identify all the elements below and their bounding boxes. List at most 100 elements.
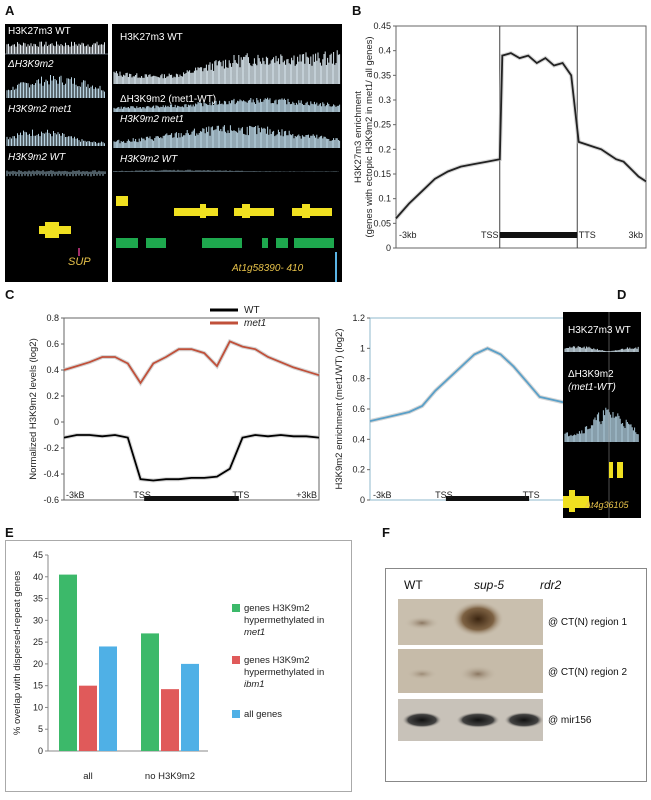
x-tick-label: TSS [133,490,151,500]
legend-swatch-2 [232,710,240,718]
gene-body-bar [499,232,578,238]
signal-delta [564,407,639,442]
panel-a-right-signal [113,50,341,282]
signal-delta [6,75,105,98]
y-tick-label: -0.2 [43,443,59,453]
track-label-delta-h3k9m2: ΔH3K9m2 [8,59,54,70]
gene-label-at1g58390: At1g58390- 410 [232,263,304,274]
bar-0-2 [99,646,117,751]
legend-line: met1 [244,627,265,638]
blot-bands [402,601,543,728]
y-tick-label: 10 [33,702,43,712]
track-label-d-delta: ΔH3K9m2 [568,369,614,380]
signal-h3k27m3 [113,50,341,84]
y-tick-label: 0 [360,495,365,505]
gene-green-1 [146,238,166,248]
gene-green-5 [294,238,334,248]
band-rdr2-mir [504,712,543,728]
y-tick-label: 0.4 [46,365,59,375]
legend-label-0: genes H3K9m2 hypermethylated in met1 [244,603,324,638]
panel-a-left-signal [5,41,108,256]
panel-a-left-browser: H3K27m3 WT ΔH3K9m2 H3K9m2 met1 H3K9m2 WT… [5,24,108,282]
gene-d-model-b [569,490,575,512]
y-tick-label: 0.2 [352,465,365,475]
bar-1-1 [161,689,179,751]
panel-e-chart: 0 5 10 15 20 25 30 35 40 45 % overlap with dispers… [12,550,324,782]
series-line-WT [63,434,320,482]
track-label-h3k9m2-met1: H3K9m2 met1 [8,104,72,115]
legend-line: genes H3K9m2 [244,655,309,666]
legend-line: hypermethylated in [244,667,324,678]
y-tick-label: 0.3 [378,95,391,105]
gene-yellow-4 [292,208,332,216]
y-tick-label: 0.45 [373,21,391,31]
panel-f-frame: WT sup-5 rdr2 @ CT(N) region 1 @ CT(N) r… [385,568,647,782]
band-wt-r1 [404,616,440,630]
track-label-wt-right: H3K9m2 WT [120,154,178,165]
y-axis-label-line: (genes with ectopic H3K9m2 in met1/ all … [364,36,375,237]
legend-line: all genes [244,709,282,720]
y-tick-label: 0 [38,746,43,756]
gene-d-exon-2 [617,462,623,478]
panel-label-b: B [352,3,362,18]
y-tick-label: 0 [54,417,59,427]
y-tick-label: 45 [33,550,43,560]
gene-green-0 [116,238,138,248]
band-sup5-mir [456,712,500,728]
gene-model-sup-exon [45,222,59,238]
y-axis-label: H3K27m3 enrichment(genes with ectopic H3… [353,36,375,237]
band-sup5-r1 [452,601,504,637]
signal-delta [113,97,341,112]
signal-met1 [113,125,341,148]
signal-wt [6,170,106,174]
y-tick-label: -0.6 [43,495,59,505]
panel-label-e: E [5,525,14,540]
x-tick-label: TTS [232,490,249,500]
bar-0-1 [79,685,97,751]
track-label-h3k27m3-wt-right: H3K27m3 WT [120,32,183,43]
y-axis-label: H3K9m2 enrichment (met1/WT) (log2) [334,328,345,489]
panel-label-c: C [5,287,15,302]
probe-label-1: @ CT(N) region 1 [548,617,628,628]
y-tick-label: 0.1 [378,194,391,204]
band-wt-mir [402,712,442,728]
panel-d-browser: H3K27m3 WT ΔH3K9m2 (met1-WT) At4g36105 [563,312,641,518]
legend-line: ibm1 [244,679,265,690]
series-line-0 [395,52,647,219]
gene-yellow-3 [234,208,274,216]
y-tick-label: 1.2 [352,313,365,323]
panel-a-right-browser: H3K27m3 WT ΔH3K9m2 (met1-WT) H3K9m2 met1… [112,24,342,282]
series-line-met1 [63,340,320,385]
gene-yellow-3b [242,204,250,218]
panel-d-signal [563,312,639,518]
gene-d-exon-1 [609,462,613,478]
y-tick-label: 0.25 [373,120,391,130]
gene-yellow-2b [200,204,206,218]
y-tick-label: 40 [33,572,43,582]
y-axis-label: Normalized H3K9m2 levels (log2) [28,338,39,480]
panel-label-a: A [5,3,15,18]
gene-green-4 [276,238,288,248]
gene-label-at4g36105: At4g36105 [585,500,629,510]
bar-0-0 [59,574,77,751]
x-tick-label: TTS [579,230,596,240]
probe-label-3: @ mir156 [548,715,592,726]
x-tick-label: TSS [435,490,453,500]
gene-yellow-4b [302,204,310,218]
x-tick-label: -3kb [399,230,417,240]
y-tick-label: -0.4 [43,469,59,479]
gene-yellow-2 [174,208,218,216]
plot-frame [395,25,647,249]
y-tick-label: 0.2 [378,144,391,154]
y-tick-label: 35 [33,594,43,604]
band-wt-r2 [406,668,438,680]
panel-b-chart: 0 0.05 0.1 0.15 0.2 0.25 0.3 0.35 0.4 0.45 H3K27m3… [353,21,648,253]
lane-label-wt: WT [404,578,423,592]
legend-label-2: all genes [244,709,282,720]
y-tick-label: 0.6 [352,404,365,414]
track-label-met1-right: H3K9m2 met1 [120,114,184,125]
gene-yellow-1 [116,196,128,206]
x-tick-label: -3kB [66,490,85,500]
bar-1-0 [141,633,159,751]
y-tick-label: 0.4 [352,434,365,444]
